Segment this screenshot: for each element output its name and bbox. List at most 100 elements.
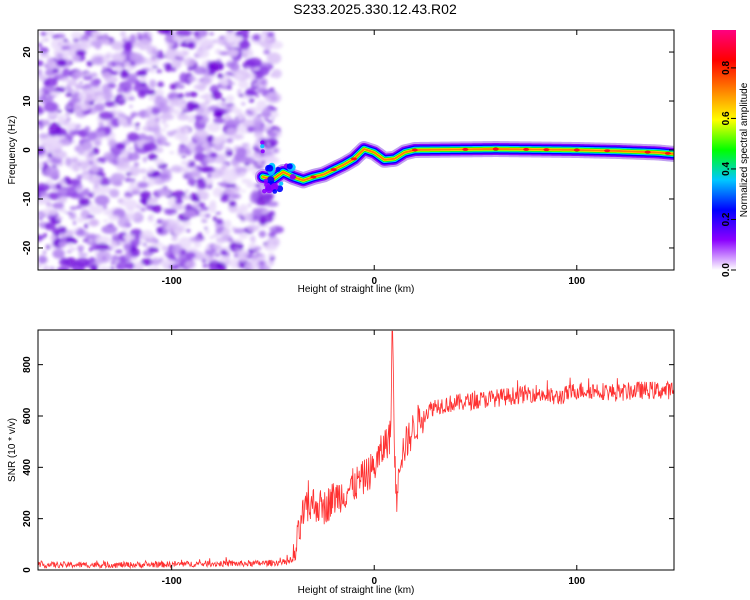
noise-blob xyxy=(65,211,68,214)
noise-blob xyxy=(44,222,56,231)
noise-blob xyxy=(80,162,89,170)
noise-blob xyxy=(253,82,261,87)
noise-blob xyxy=(70,31,83,39)
noise-blob xyxy=(150,258,161,266)
noise-blob xyxy=(169,151,175,154)
noise-blob xyxy=(145,111,152,116)
noise-blob xyxy=(256,87,268,94)
noise-blob xyxy=(132,186,141,193)
colorbar-gradient xyxy=(712,30,736,270)
noise-blob xyxy=(237,80,249,89)
noise-blob xyxy=(255,94,260,98)
noise-blob xyxy=(213,117,226,124)
noise-blob xyxy=(176,84,185,89)
noise-blob xyxy=(137,90,147,98)
noise-blob xyxy=(152,191,156,196)
noise-blob xyxy=(134,127,141,131)
noise-blob xyxy=(139,168,148,174)
noise-blob xyxy=(123,243,132,251)
noise-blob xyxy=(88,239,93,242)
noise-blob xyxy=(85,233,99,246)
noise-blob xyxy=(71,70,80,81)
noise-blob xyxy=(142,175,147,181)
noise-blob xyxy=(243,212,254,222)
noise-blob xyxy=(187,159,193,164)
noise-blob xyxy=(139,34,143,37)
noise-blob xyxy=(124,251,132,260)
noise-blob xyxy=(89,72,98,78)
noise-blob xyxy=(249,235,256,242)
noise-blob xyxy=(203,156,216,164)
noise-blob xyxy=(212,111,223,118)
noise-blob xyxy=(54,232,61,236)
noise-blob xyxy=(43,101,59,113)
noise-blob xyxy=(98,266,111,270)
noise-blob xyxy=(204,229,210,235)
noise-blob xyxy=(211,90,223,101)
noise-blob xyxy=(174,81,181,85)
noise-blob xyxy=(140,230,154,241)
noise-blob xyxy=(103,219,108,223)
noise-blob xyxy=(236,249,241,254)
noise-blob xyxy=(194,201,199,206)
noise-blob xyxy=(65,92,73,97)
noise-blob xyxy=(209,32,214,36)
noise-blob xyxy=(72,38,80,43)
snr-x-ticks: -100 0 100 xyxy=(162,330,586,587)
noise-blob xyxy=(71,130,83,135)
noise-blob xyxy=(253,131,264,139)
noise-blob xyxy=(226,85,233,90)
noise-blob xyxy=(73,228,79,232)
noise-blob xyxy=(147,266,161,270)
noise-blob xyxy=(267,210,276,217)
noise-blob xyxy=(271,107,278,112)
noise-blob xyxy=(186,247,197,254)
noise-blob xyxy=(72,261,86,270)
noise-blob xyxy=(148,96,153,101)
y-tick-label: 10 xyxy=(22,95,33,107)
noise-blob xyxy=(94,194,110,206)
noise-blob xyxy=(206,134,215,143)
noise-blob xyxy=(221,98,226,102)
noise-blob xyxy=(119,97,124,101)
noise-blob xyxy=(42,119,51,126)
noise-blob xyxy=(112,159,119,166)
noise-blob xyxy=(95,235,111,244)
noise-blob xyxy=(228,137,233,143)
noise-blob xyxy=(111,52,127,63)
noise-blob xyxy=(178,104,187,110)
ridge-noise xyxy=(263,178,269,183)
colorbar-tick-label: 0.8 xyxy=(721,61,732,75)
noise-blob xyxy=(247,203,252,208)
noise-blob xyxy=(100,156,106,164)
noise-blob xyxy=(158,256,165,260)
noise-blob xyxy=(61,45,68,51)
noise-blob xyxy=(63,119,69,124)
snr-background xyxy=(38,330,674,570)
noise-blob xyxy=(89,79,101,88)
noise-blob xyxy=(80,103,92,111)
noise-blob xyxy=(110,41,124,51)
noise-blob xyxy=(237,111,245,121)
noise-blob xyxy=(67,249,72,254)
noise-blob xyxy=(247,224,260,232)
noise-blob xyxy=(179,134,189,144)
noise-blob xyxy=(269,87,275,91)
noise-blob xyxy=(84,72,90,77)
noise-blob xyxy=(232,58,239,64)
noise-blob xyxy=(152,65,159,69)
noise-blob xyxy=(177,113,190,121)
noise-blob xyxy=(198,37,210,49)
noise-blob xyxy=(84,223,89,229)
noise-blob xyxy=(52,248,66,259)
noise-blob xyxy=(257,114,261,117)
noise-blob xyxy=(129,52,144,63)
noise-blob xyxy=(106,60,113,68)
noise-blob xyxy=(91,244,100,251)
noise-blob xyxy=(196,180,207,190)
noise-blob xyxy=(175,30,192,37)
y-tick-label: -10 xyxy=(22,191,33,206)
ridge-noise xyxy=(260,144,265,149)
noise-blob xyxy=(150,68,155,74)
snr-frame xyxy=(37,329,675,571)
